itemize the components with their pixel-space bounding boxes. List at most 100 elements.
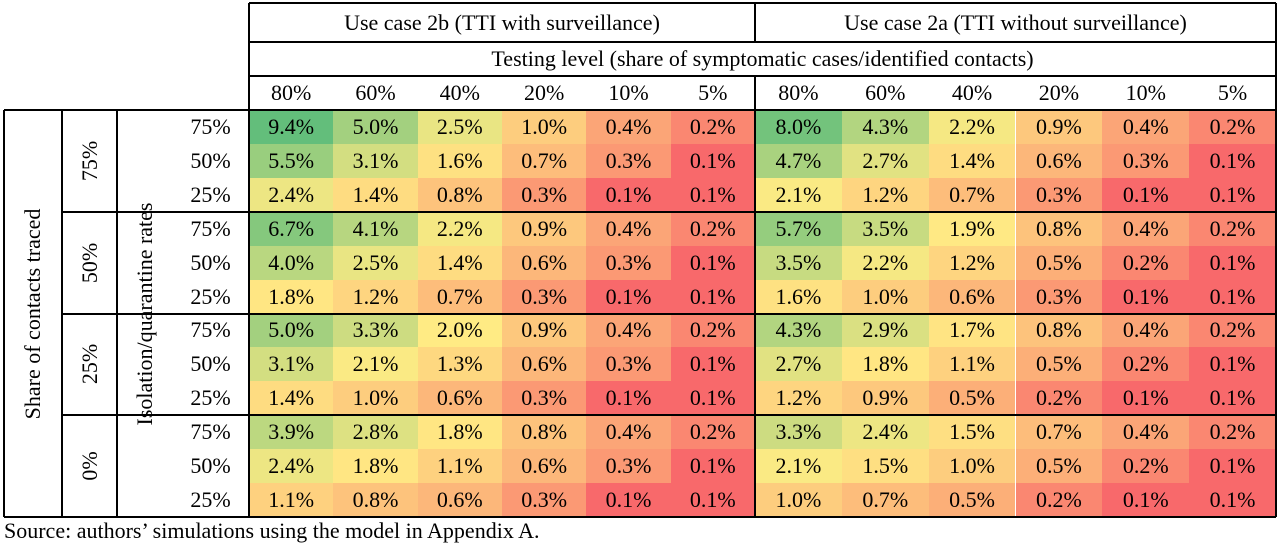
- data-cell: 1.8%: [417, 415, 502, 450]
- data-cell: 1.8%: [841, 347, 929, 382]
- data-cell: 0.3%: [502, 381, 587, 416]
- data-cell: 1.2%: [755, 381, 842, 416]
- grid-line: [61, 110, 63, 517]
- data-cell: 0.3%: [586, 449, 671, 484]
- data-cell: 0.8%: [1015, 313, 1103, 348]
- data-cell: 0.8%: [1015, 211, 1103, 246]
- data-cell: 2.1%: [755, 449, 842, 484]
- testing-level-label: 80%: [778, 80, 819, 105]
- isolation-rate-label: 50%: [190, 453, 231, 479]
- data-cell: 1.3%: [417, 347, 502, 382]
- isolation-rate-label: 50%: [190, 147, 231, 173]
- testing-level-label: 60%: [355, 80, 396, 105]
- grid-line: [249, 2, 1276, 4]
- data-cell: 8.0%: [755, 110, 842, 144]
- data-cell: 0.2%: [670, 415, 755, 450]
- grid-line: [1275, 3, 1277, 517]
- data-cell: 0.4%: [586, 211, 671, 246]
- data-cell: 1.0%: [502, 110, 587, 144]
- data-cell: 0.2%: [1102, 347, 1190, 382]
- testing-level-label: 20%: [1038, 80, 1080, 105]
- data-cell: 1.0%: [841, 279, 929, 314]
- testing-level-label: 60%: [865, 80, 906, 105]
- grid-line: [4, 109, 1276, 111]
- isolation-rate-label: 75%: [190, 419, 231, 445]
- grid-line: [249, 41, 1276, 43]
- grid-line: [3, 110, 5, 517]
- data-cell: 0.2%: [670, 211, 755, 246]
- data-cell: 1.4%: [333, 177, 418, 212]
- isolation-rate-label: 50%: [190, 351, 231, 377]
- data-cell: 2.7%: [841, 143, 929, 178]
- data-cell: 0.6%: [502, 347, 587, 382]
- data-cell: 4.1%: [333, 211, 418, 246]
- testing-level-label: 80%: [271, 80, 312, 105]
- data-cell: 0.8%: [333, 483, 418, 517]
- data-cell: 4.3%: [755, 313, 842, 348]
- grid-line: [4, 516, 1276, 518]
- data-cell: 3.3%: [755, 415, 842, 450]
- data-cell: 0.3%: [502, 279, 587, 314]
- traced-level-label: 50%: [76, 242, 102, 283]
- data-cell: 0.3%: [586, 143, 671, 178]
- data-cell: 0.1%: [670, 279, 755, 314]
- traced-axis-label-box: Share of contacts traced: [4, 110, 62, 517]
- testing-level-label: 10%: [608, 80, 649, 105]
- data-cell: 1.5%: [928, 415, 1016, 450]
- data-cell: 0.6%: [502, 449, 587, 484]
- isolation-rate-label: 50%: [190, 249, 231, 275]
- data-cell: 0.1%: [1189, 279, 1276, 314]
- data-cell: 2.4%: [249, 177, 334, 212]
- data-cell: 0.2%: [1189, 110, 1276, 144]
- traced-level-label-box: 25%: [62, 314, 117, 416]
- data-cell: 2.0%: [417, 313, 502, 348]
- data-cell: 5.7%: [755, 211, 842, 246]
- data-cell: 1.2%: [928, 245, 1016, 280]
- data-cell: 4.7%: [755, 143, 842, 178]
- data-cell: 1.5%: [841, 449, 929, 484]
- grid-line: [62, 312, 1276, 315]
- data-cell: 0.1%: [1189, 347, 1276, 382]
- isolation-rate-label: 25%: [190, 181, 231, 207]
- traced-level-label-box: 50%: [62, 212, 117, 314]
- data-cell: 2.8%: [333, 415, 418, 450]
- data-cell: 0.8%: [417, 177, 502, 212]
- data-cell: 0.5%: [1015, 449, 1103, 484]
- data-cell: 0.1%: [1189, 177, 1276, 212]
- data-cell: 2.5%: [333, 245, 418, 280]
- data-cell: 0.1%: [670, 449, 755, 484]
- data-cell: 0.6%: [502, 245, 587, 280]
- grid-line: [754, 76, 756, 517]
- grid-line: [62, 210, 1276, 213]
- data-cell: 0.3%: [1015, 177, 1103, 212]
- data-cell: 5.5%: [249, 143, 334, 178]
- data-cell: 6.7%: [249, 211, 334, 246]
- data-cell: 0.4%: [586, 313, 671, 348]
- data-cell: 0.1%: [1189, 449, 1276, 484]
- data-cell: 3.5%: [841, 211, 929, 246]
- testing-level-header: Testing level (share of symptomatic case…: [491, 46, 1034, 71]
- data-cell: 5.0%: [333, 110, 418, 144]
- data-cell: 1.8%: [333, 449, 418, 484]
- data-cell: 2.5%: [417, 110, 502, 144]
- data-cell: 0.4%: [586, 415, 671, 450]
- data-cell: 0.1%: [670, 347, 755, 382]
- data-cell: 0.1%: [1102, 279, 1190, 314]
- data-cell: 5.0%: [249, 313, 334, 348]
- data-cell: 2.4%: [249, 449, 334, 484]
- data-cell: 0.7%: [417, 279, 502, 314]
- data-cell: 1.6%: [755, 279, 842, 314]
- testing-level-label: 40%: [951, 80, 993, 105]
- data-cell: 4.3%: [841, 110, 929, 144]
- data-cell: 2.4%: [841, 415, 929, 450]
- data-cell: 3.1%: [333, 143, 418, 178]
- data-cell: 1.0%: [928, 449, 1016, 484]
- testing-level-label: 5%: [1217, 80, 1248, 105]
- data-cell: 0.1%: [670, 483, 755, 517]
- data-cell: 1.4%: [928, 143, 1016, 178]
- data-cell: 2.2%: [841, 245, 929, 280]
- data-cell: 0.7%: [1015, 415, 1103, 450]
- grid-line: [116, 110, 118, 517]
- isolation-rate-label: 25%: [190, 283, 231, 309]
- data-cell: 3.5%: [755, 245, 842, 280]
